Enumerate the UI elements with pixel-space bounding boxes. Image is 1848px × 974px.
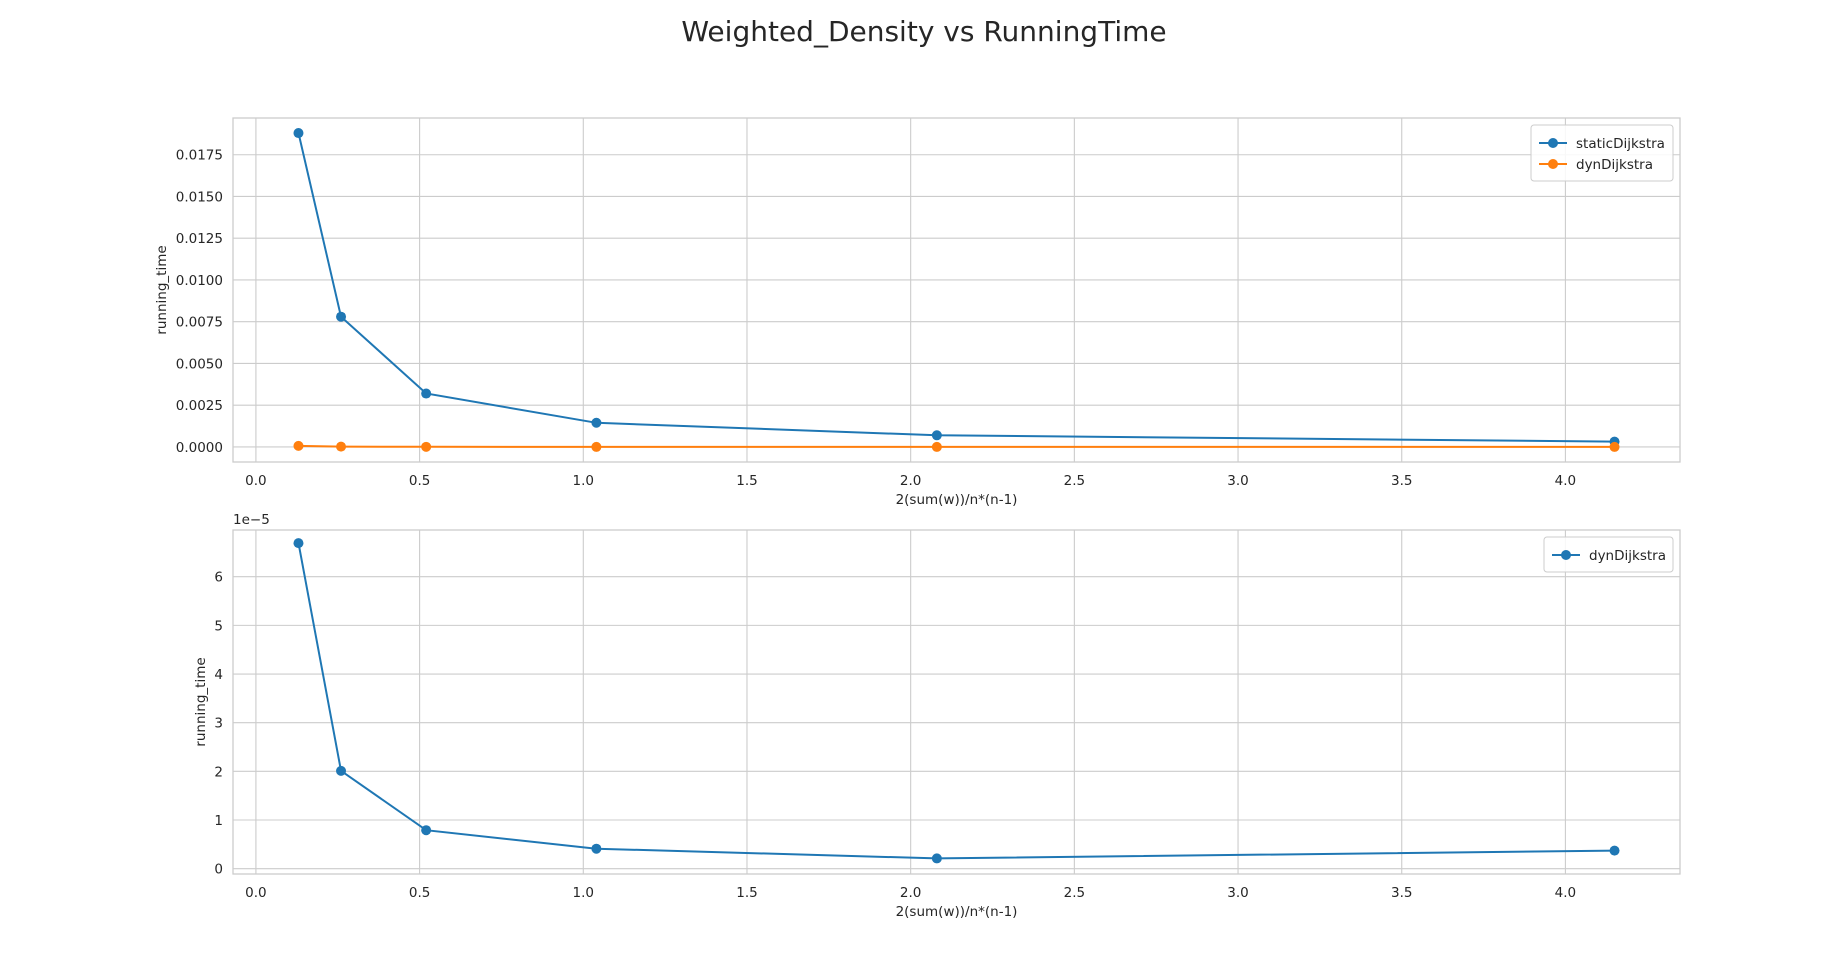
y-tick-label: 4 bbox=[214, 667, 223, 683]
data-point-dynDijkstra bbox=[591, 843, 602, 854]
top-plot: 0.0 0.5 1.0 1.5 2.0 2.5 3.0 3.5 4.0 0.0000 0.0025 0… bbox=[154, 117, 1681, 508]
figure-title: Weighted_Density vs RunningTime bbox=[681, 15, 1166, 48]
data-point-dynDijkstra bbox=[293, 440, 304, 451]
x-axis-label: 2(sum(w))/n*(n-1) bbox=[896, 904, 1018, 920]
y-tick-label: 0.0000 bbox=[176, 440, 223, 456]
x-tick-label: 1.5 bbox=[736, 885, 757, 901]
data-point-dynDijkstra bbox=[336, 765, 347, 776]
y-tick-label: 0.0175 bbox=[176, 148, 223, 164]
legend-marker bbox=[1561, 550, 1571, 560]
legend-marker bbox=[1548, 138, 1558, 148]
data-point-dynDijkstra bbox=[1609, 845, 1620, 856]
y-tick-label: 0.0050 bbox=[176, 356, 223, 372]
x-tick-label: 3.0 bbox=[1227, 885, 1248, 901]
y-tick-label: 0.0125 bbox=[176, 231, 223, 247]
data-point-dynDijkstra bbox=[1609, 441, 1620, 452]
data-point-staticDijkstra bbox=[336, 311, 347, 322]
legend-marker bbox=[1548, 159, 1558, 169]
y-offset-label: 1e−5 bbox=[233, 512, 270, 528]
x-tick-label: 4.0 bbox=[1555, 885, 1576, 901]
legend-label: staticDijkstra bbox=[1576, 136, 1665, 152]
y-tick-label: 0.0100 bbox=[176, 273, 223, 289]
y-tick-label: 6 bbox=[214, 570, 223, 586]
x-tick-label: 1.0 bbox=[573, 473, 594, 489]
y-tick-label: 0.0075 bbox=[176, 315, 223, 331]
x-tick-label: 2.0 bbox=[900, 885, 921, 901]
x-tick-label: 0.5 bbox=[409, 885, 430, 901]
x-tick-label: 0.0 bbox=[245, 473, 266, 489]
bottom-plot: 0.0 0.5 1.0 1.5 2.0 2.5 3.0 3.5 4.0 0 1 2 3 4 5 6 1e−5 2(… bbox=[193, 512, 1681, 920]
data-point-dynDijkstra bbox=[336, 441, 347, 452]
x-tick-label: 3.0 bbox=[1227, 473, 1248, 489]
y-tick-label: 0.0150 bbox=[176, 189, 223, 205]
x-tick-label: 4.0 bbox=[1555, 473, 1576, 489]
plot-frame bbox=[232, 117, 1681, 463]
series-line-staticDijkstra bbox=[297, 132, 1615, 443]
series-line-dynDijkstra bbox=[298, 444, 1615, 448]
y-tick-label: 2 bbox=[214, 764, 223, 780]
data-point-dynDijkstra bbox=[293, 538, 304, 549]
x-tick-label: 1.5 bbox=[736, 473, 757, 489]
x-tick-label: 1.0 bbox=[573, 885, 594, 901]
legend-box bbox=[1530, 124, 1674, 182]
x-tick-label: 3.5 bbox=[1391, 473, 1412, 489]
legend-label: dynDijkstra bbox=[1576, 157, 1653, 173]
y-tick-label: 0.0025 bbox=[176, 398, 223, 414]
y-tick-label: 1 bbox=[214, 813, 223, 829]
x-tick-label: 0.0 bbox=[245, 885, 266, 901]
data-point-staticDijkstra bbox=[421, 388, 432, 399]
x-tick-label: 0.5 bbox=[409, 473, 430, 489]
legend-box bbox=[1543, 536, 1674, 573]
data-point-dynDijkstra bbox=[421, 441, 432, 452]
y-axis-label: running_time bbox=[193, 657, 209, 746]
x-axis-label: 2(sum(w))/n*(n-1) bbox=[896, 492, 1018, 508]
y-axis-label: running_time bbox=[154, 245, 170, 334]
data-point-dynDijkstra bbox=[931, 441, 942, 452]
x-tick-label: 2.5 bbox=[1064, 885, 1085, 901]
data-point-dynDijkstra bbox=[421, 825, 432, 836]
data-point-staticDijkstra bbox=[931, 430, 942, 441]
data-point-staticDijkstra bbox=[293, 128, 304, 139]
y-tick-label: 3 bbox=[214, 716, 223, 732]
data-point-dynDijkstra bbox=[591, 441, 602, 452]
series-line-dynDijkstra bbox=[297, 542, 1615, 860]
y-tick-label: 0 bbox=[214, 862, 223, 878]
legend-label: dynDijkstra bbox=[1589, 548, 1666, 564]
y-tick-label: 5 bbox=[214, 618, 223, 634]
data-point-dynDijkstra bbox=[931, 853, 942, 864]
x-tick-label: 3.5 bbox=[1391, 885, 1412, 901]
x-tick-label: 2.0 bbox=[900, 473, 921, 489]
x-tick-label: 2.5 bbox=[1064, 473, 1085, 489]
plot-frame bbox=[232, 529, 1681, 875]
data-point-staticDijkstra bbox=[591, 417, 602, 428]
